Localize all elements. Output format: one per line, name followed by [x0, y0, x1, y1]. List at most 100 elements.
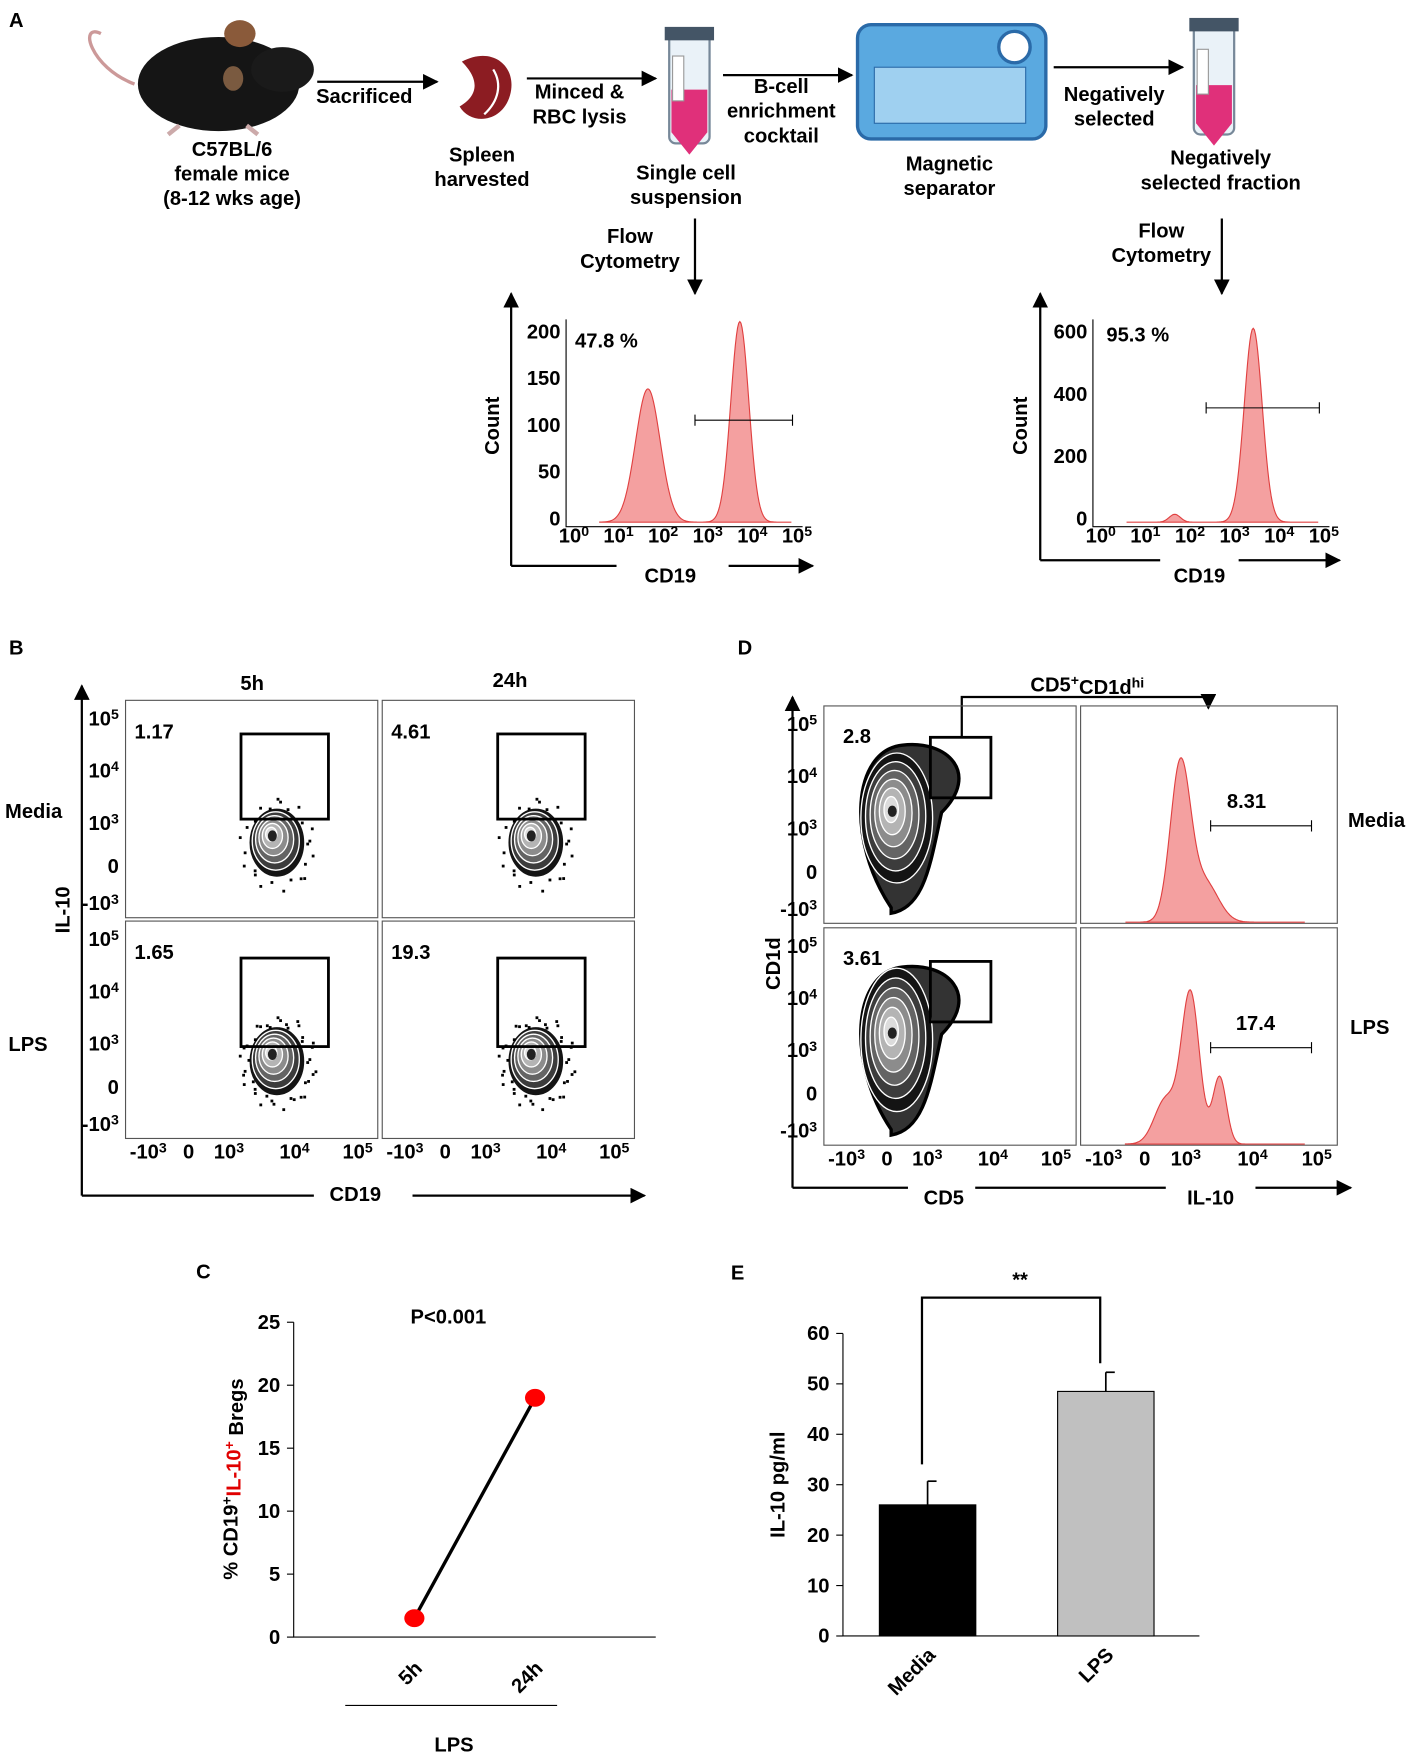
event	[512, 1087, 516, 1091]
y-tick-label: 0	[806, 1084, 817, 1106]
y-tick-label: 103	[787, 816, 817, 840]
event	[545, 1026, 549, 1030]
x-tick-label-part: 5	[622, 1139, 630, 1155]
event	[531, 1102, 535, 1106]
y-tick-label-part: 10	[89, 929, 111, 951]
event	[497, 836, 501, 840]
y-tick-label-part: -10	[82, 893, 111, 915]
spleen-label: harvested	[434, 169, 529, 191]
x-tick-label-part: 10	[342, 1142, 364, 1164]
y-tick-label-part: 10	[787, 936, 809, 958]
x-tick-label-part: 5	[1331, 523, 1339, 539]
y-tick-label: 100	[527, 415, 561, 437]
x-tick-label: 0	[440, 1142, 451, 1164]
event	[311, 854, 315, 858]
x-tick-label-part: 3	[715, 523, 723, 539]
x-tick-label-part: 3	[159, 1139, 167, 1155]
y-tick-label: 150	[527, 368, 561, 390]
event	[299, 877, 303, 881]
event	[562, 1081, 566, 1085]
event	[529, 881, 533, 884]
event	[286, 808, 290, 812]
y-tick-label: 400	[1054, 384, 1088, 406]
event	[308, 839, 312, 843]
event	[527, 1026, 531, 1029]
event	[573, 1070, 577, 1074]
fraction-label: Negatively	[1170, 148, 1272, 170]
event	[279, 1019, 282, 1023]
axis-frame	[565, 319, 803, 528]
contour-core	[887, 1027, 897, 1039]
histogram	[1124, 989, 1305, 1145]
subplot-frame	[381, 699, 636, 919]
x-tick-label-part: 10	[693, 525, 715, 547]
event	[268, 1026, 272, 1029]
y-tick-label-part: -10	[780, 899, 809, 921]
row-label: LPS	[8, 1034, 47, 1056]
step-label: cocktail	[744, 125, 819, 147]
y-tick-label-part: 5	[111, 927, 119, 943]
event	[259, 806, 262, 810]
x-tick-label-part: -10	[828, 1148, 857, 1170]
fraction-label: selected fraction	[1141, 172, 1301, 194]
x-tick-label: 102	[648, 523, 678, 547]
y-tick-label: 0	[1076, 509, 1087, 531]
separator-label: Magnetic	[906, 153, 993, 175]
event	[276, 797, 280, 801]
y-tick-label-part: 10	[89, 981, 111, 1003]
x-tick-label-part: 5	[804, 523, 812, 539]
y-tick-label-part: 10	[787, 988, 809, 1010]
event	[238, 836, 242, 840]
event	[535, 797, 539, 801]
gate	[1210, 1042, 1313, 1054]
event	[253, 1038, 257, 1042]
event	[243, 1069, 247, 1073]
gate	[928, 960, 993, 1024]
x-tick-label: 0	[183, 1142, 194, 1164]
subplot-frame	[1080, 927, 1338, 1146]
y-tick-label-part: 3	[111, 891, 119, 907]
histogram	[1125, 757, 1305, 923]
y-tick-label: 15	[258, 1438, 280, 1460]
column-label: 5h	[240, 673, 264, 695]
y-tick-label: 50	[538, 462, 560, 484]
event	[242, 864, 246, 868]
y-tick-label-part: 5	[809, 712, 817, 728]
contour	[497, 797, 574, 893]
x-tick-label-part: 10	[1041, 1148, 1063, 1170]
x-tick-label: 103	[693, 523, 723, 547]
x-tick-label: 101	[1130, 523, 1160, 547]
column-label: 24h	[493, 670, 528, 692]
event	[501, 864, 505, 868]
x-tick-label: LPS	[1075, 1644, 1118, 1687]
x-tick-label-part: 0	[183, 1142, 194, 1164]
event	[506, 1058, 510, 1062]
y-axis-label: % CD19+IL-10+ Bregs	[218, 1378, 248, 1579]
x-tick-label-part: 10	[1175, 525, 1197, 547]
y-tick-label: 0	[818, 1626, 829, 1648]
event	[245, 826, 249, 829]
event	[242, 1046, 246, 1050]
event	[251, 1080, 255, 1084]
y-tick-label: 200	[527, 321, 561, 343]
event	[567, 1058, 571, 1061]
separator-label: separator	[903, 178, 995, 200]
percent-label: 3.61	[843, 948, 882, 970]
chart-title: P<0.001	[411, 1306, 487, 1328]
event	[548, 1097, 552, 1100]
x-tick-label: -103	[1085, 1146, 1122, 1170]
x-tick-label: 104	[737, 523, 767, 547]
x-tick-label: 105	[1309, 523, 1339, 547]
x-tick-label: 104	[536, 1139, 566, 1163]
event	[303, 877, 307, 880]
x-tick-label-part: 10	[603, 525, 625, 547]
event	[566, 1080, 569, 1083]
y-tick-label: 5	[269, 1564, 280, 1586]
event	[518, 885, 522, 888]
x-tick-label: 0	[1139, 1148, 1150, 1170]
y-tick-label: -103	[780, 896, 817, 920]
gate-title-part: hi	[1132, 675, 1145, 691]
x-axis-label: IL-10	[1187, 1188, 1234, 1210]
x-tick-label: 104	[279, 1139, 309, 1163]
method-label: Flow	[1138, 221, 1184, 243]
